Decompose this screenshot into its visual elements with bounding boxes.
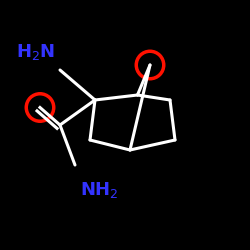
Text: NH$_2$: NH$_2$ — [80, 180, 118, 200]
Text: H$_2$N: H$_2$N — [16, 42, 55, 62]
